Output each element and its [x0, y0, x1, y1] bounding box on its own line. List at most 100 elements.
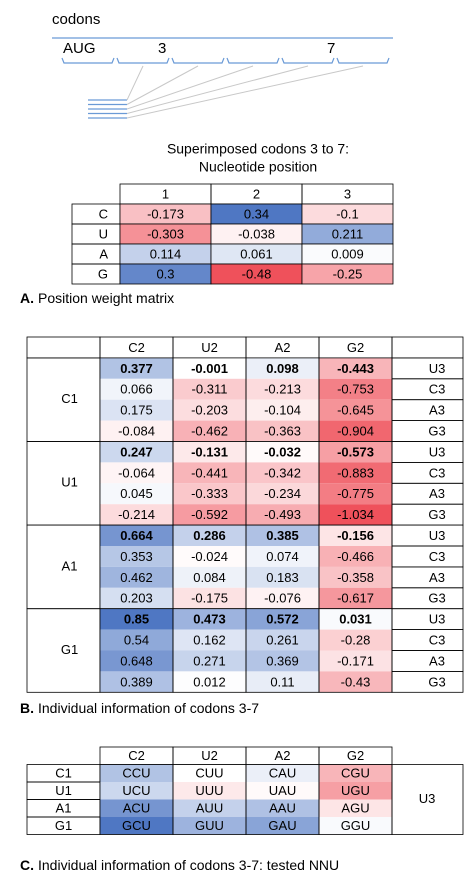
cell [391, 399, 464, 422]
column-header: 3 [344, 186, 351, 201]
column-header: C2 [128, 340, 145, 355]
cell-value: 0.664 [120, 528, 153, 543]
cell [71, 223, 121, 245]
cell-value: -0.443 [337, 361, 374, 376]
cell-value: -0.466 [337, 549, 374, 564]
cell-value: -0.493 [264, 507, 301, 522]
heat-cell [100, 608, 173, 630]
cell-value: -0.311 [192, 382, 228, 397]
heat-cell [173, 629, 246, 651]
cell-value: 0.11 [270, 674, 294, 689]
cell-value: -0.25 [333, 266, 363, 281]
cell-value: UGU [341, 783, 370, 798]
connector [126, 65, 364, 119]
cell-value: -0.171 [337, 653, 374, 668]
cell [391, 336, 464, 359]
heat-cell [319, 782, 392, 800]
cell-value: 0.045 [120, 486, 153, 501]
heat-cell [319, 817, 392, 835]
heat-cell [100, 546, 173, 567]
third-position: U3 [429, 444, 446, 459]
row-label: C1 [61, 391, 78, 406]
column-header: A2 [275, 748, 291, 763]
cell [391, 650, 464, 672]
codons-label: codons [52, 11, 100, 28]
cell-value: AUU [196, 801, 223, 816]
cell-value: -0.645 [337, 403, 374, 418]
cell-value: -0.363 [264, 423, 301, 438]
heat-cell [319, 650, 392, 672]
row-label: A1 [62, 558, 78, 573]
cell-value: 0.098 [266, 361, 299, 376]
third-position: C3 [429, 632, 446, 647]
heat-cell [173, 799, 246, 817]
caption-letter: A. [20, 290, 34, 306]
cell-value: -0.156 [337, 528, 374, 543]
heat-cell [100, 782, 173, 800]
cell-value: 0.385 [266, 528, 299, 543]
row-label: C [99, 206, 108, 221]
codon-label: AUG [63, 40, 96, 57]
cell-value: 0.012 [193, 674, 226, 689]
heat-cell [301, 263, 394, 285]
heat-cell [246, 546, 319, 567]
heat-cell [100, 378, 173, 400]
table-c: C2 U2 A2 G2 C1 CCU CUU CAU CGU U1 UCU UUU UAU UGU A1 AC… [26, 746, 464, 835]
cell-value: GCU [122, 818, 151, 833]
codon-bracket [61, 57, 115, 64]
heat-cell [319, 566, 392, 588]
heat-cell [100, 587, 173, 609]
cell [318, 608, 393, 693]
cell-value: 0.369 [266, 653, 299, 668]
cell-value: -0.303 [147, 226, 184, 241]
heat-cell [319, 483, 392, 505]
heat-cell [100, 420, 173, 442]
heat-cell [319, 799, 392, 817]
cell-value: -0.48 [242, 266, 272, 281]
cell [391, 441, 464, 463]
cell-value: 0.061 [240, 246, 273, 261]
heat-cell [100, 357, 173, 379]
heat-cell [100, 441, 173, 463]
cell-value: -0.1 [336, 206, 358, 221]
heat-cell [246, 782, 319, 800]
cell-value: -0.214 [118, 507, 155, 522]
cell [391, 566, 464, 589]
codon-bracket [226, 57, 280, 64]
heat-cell [319, 420, 392, 442]
cell-value: -0.203 [191, 403, 228, 418]
heat-cell [246, 357, 319, 379]
caption-b: B. Individual information of codons 3-7 [20, 700, 259, 716]
cell-value: -0.43 [341, 674, 371, 689]
cell-value: 0.572 [266, 612, 299, 627]
cell-value: UAU [269, 783, 296, 798]
third-position: G3 [428, 591, 445, 606]
heat-cell [246, 420, 319, 442]
cell-value: 0.211 [332, 226, 364, 241]
row-label: C1 [55, 766, 72, 781]
cell-value: -0.592 [191, 507, 228, 522]
cell [26, 336, 101, 359]
cell-value: 0.203 [120, 591, 153, 606]
heat-cell [173, 782, 246, 800]
cell-value: 0.183 [266, 570, 299, 585]
cell-value: -0.573 [337, 444, 374, 459]
heat-cell [319, 525, 392, 546]
cell-value: 0.3 [156, 266, 174, 281]
cell-value: 0.175 [120, 403, 153, 418]
cell-value: AAU [269, 801, 296, 816]
heat-cell [319, 504, 392, 526]
caption-c: C. Individual information of codons 3-7: … [20, 857, 339, 873]
cell-value: -0.104 [264, 403, 301, 418]
cell [391, 764, 464, 835]
heat-cell [100, 504, 173, 526]
cell-value: 0.377 [120, 361, 153, 376]
cell [391, 482, 464, 505]
heat-cell [100, 817, 173, 835]
cell-value: 0.85 [124, 612, 149, 627]
heat-cell [246, 799, 319, 817]
cell [391, 461, 464, 484]
cell [391, 608, 464, 631]
connector [126, 65, 144, 101]
third-position: G3 [428, 674, 445, 689]
